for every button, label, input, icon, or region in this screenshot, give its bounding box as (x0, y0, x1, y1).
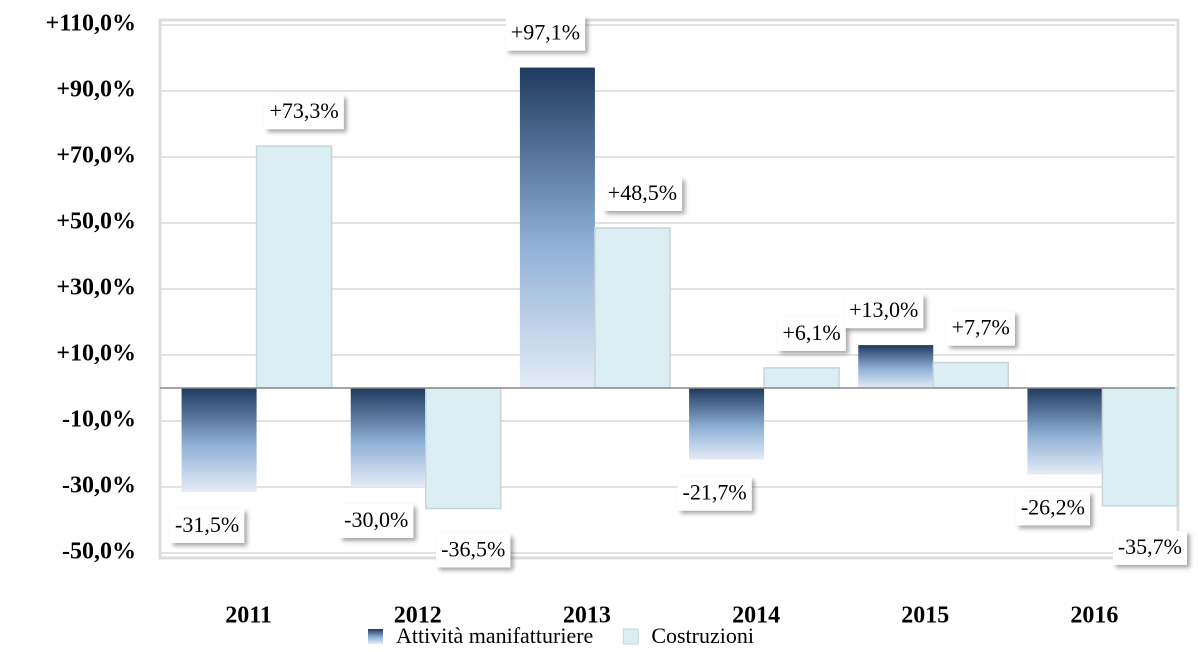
value-label: -21,7% (683, 480, 747, 505)
bar (858, 345, 934, 388)
value-label: -36,5% (441, 536, 505, 561)
value-label-box: +7,7% (946, 311, 1015, 346)
bar (350, 388, 426, 487)
y-tick-label: +110,0% (46, 11, 136, 37)
y-tick-label: -50,0% (62, 539, 136, 565)
value-label-bg (1015, 491, 1090, 526)
value-label-box: -36,5% (436, 533, 511, 568)
value-label: +97,1% (511, 20, 580, 45)
y-tick-label: +30,0% (56, 275, 136, 301)
bar (594, 227, 671, 389)
value-label-bg (602, 176, 683, 211)
y-tick-label: -10,0% (62, 407, 136, 433)
value-label-bg (264, 95, 344, 130)
legend-label: Costruzioni (651, 623, 754, 648)
bar (1101, 387, 1179, 507)
value-label: +73,3% (269, 98, 338, 123)
value-label: +48,5% (608, 180, 677, 205)
value-label-bg (844, 294, 924, 329)
bar (519, 67, 595, 388)
value-label-bg (505, 16, 586, 51)
bar (255, 145, 333, 389)
x-tick-label: 2014 (732, 603, 780, 629)
value-label-bg (946, 311, 1015, 346)
y-tick-label: +90,0% (56, 77, 136, 103)
x-tick-label: 2011 (225, 603, 272, 629)
value-label-bg (1112, 530, 1187, 565)
value-label-box: +73,3% (264, 95, 344, 130)
value-label-box: +6,1% (777, 316, 846, 351)
value-label-box: -35,7% (1112, 530, 1187, 565)
value-label: -30,0% (344, 507, 408, 532)
value-label: +6,1% (782, 320, 840, 345)
value-label: -26,2% (1021, 495, 1085, 520)
x-tick-label: 2013 (563, 603, 611, 629)
value-label-box: -26,2% (1015, 491, 1090, 526)
bar (932, 361, 1009, 389)
value-label: -31,5% (175, 512, 239, 537)
y-tick-label: +10,0% (56, 341, 136, 367)
value-label-box: -31,5% (170, 508, 245, 543)
value-label-bg (777, 316, 846, 351)
legend-swatch (368, 629, 383, 644)
value-label: -35,7% (1118, 534, 1182, 559)
x-tick-label: 2016 (1070, 603, 1118, 629)
value-label-box: +97,1% (505, 16, 586, 51)
value-label-box: -21,7% (677, 476, 752, 511)
value-label-box: +13,0% (844, 294, 924, 329)
bar (763, 367, 840, 389)
value-label-bg (170, 508, 245, 543)
y-tick-label: -30,0% (62, 473, 136, 499)
x-tick-label: 2015 (901, 603, 949, 629)
value-label-box: -30,0% (339, 504, 414, 538)
value-label-box: +48,5% (602, 176, 683, 211)
bar (181, 388, 257, 492)
value-label-bg (677, 476, 752, 511)
value-label-bg (436, 533, 511, 568)
bar (689, 388, 765, 460)
legend-swatch (622, 628, 639, 645)
x-tick-label: 2012 (394, 603, 442, 629)
value-label: +7,7% (952, 315, 1010, 340)
bar (425, 387, 502, 510)
value-label-bg (339, 504, 414, 538)
y-tick-label: +70,0% (56, 143, 136, 169)
y-tick-label: +50,0% (56, 209, 136, 235)
legend-label: Attività manifatturiere (396, 623, 593, 648)
bar (1027, 388, 1103, 475)
value-label: +13,0% (849, 297, 918, 322)
